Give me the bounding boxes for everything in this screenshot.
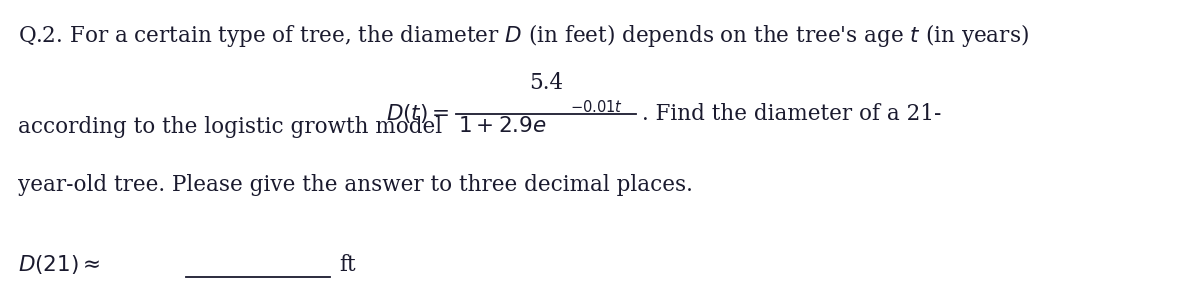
- Text: $D(t)=$: $D(t)=$: [386, 102, 450, 125]
- Text: year-old tree. Please give the answer to three decimal places.: year-old tree. Please give the answer to…: [18, 174, 692, 196]
- Text: $-0.01t$: $-0.01t$: [570, 99, 623, 115]
- Text: $D(21)\approx$: $D(21)\approx$: [18, 253, 101, 276]
- Text: $1+2.9e$: $1+2.9e$: [458, 115, 547, 137]
- Text: . Find the diameter of a 21-: . Find the diameter of a 21-: [642, 103, 941, 125]
- Text: Q.2. For a certain type of tree, the diameter $D$ (in feet) depends on the tree': Q.2. For a certain type of tree, the dia…: [18, 22, 1028, 49]
- Text: according to the logistic growth model: according to the logistic growth model: [18, 116, 442, 138]
- Text: 5.4: 5.4: [529, 72, 563, 94]
- Text: ft: ft: [340, 254, 356, 276]
